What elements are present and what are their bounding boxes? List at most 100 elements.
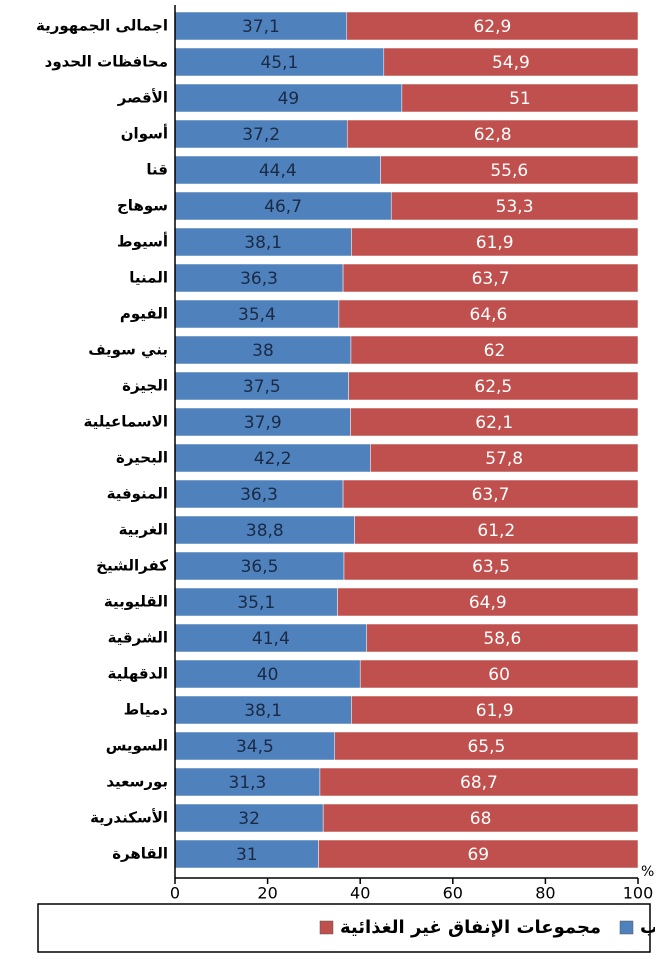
bar-segment xyxy=(343,551,639,581)
bar-segment xyxy=(380,155,639,185)
category-label: البحيرة xyxy=(116,449,168,467)
category-label: الغربية xyxy=(119,521,168,539)
value-label: 63,7 xyxy=(472,269,510,289)
bar-segment xyxy=(401,83,639,113)
value-label: 64,6 xyxy=(470,305,508,325)
bar-segment xyxy=(354,515,639,545)
bar-segment xyxy=(174,155,381,185)
category-label: بني سويف xyxy=(88,341,168,359)
value-label: 32 xyxy=(238,809,260,829)
value-label: 42,2 xyxy=(254,449,292,469)
bar-segment xyxy=(174,659,361,689)
value-label: 35,4 xyxy=(238,305,276,325)
x-tick-label: 100 xyxy=(623,884,654,903)
bar-segment xyxy=(174,11,348,41)
value-label: 36,3 xyxy=(240,269,278,289)
bar-segment xyxy=(383,47,639,77)
value-label: 60 xyxy=(488,665,510,685)
x-tick-label: 20 xyxy=(257,884,277,903)
category-label: المنوفية xyxy=(107,485,168,503)
value-label: 64,9 xyxy=(469,593,507,613)
bar-segment xyxy=(174,191,392,221)
category-label: أسوان xyxy=(121,124,168,143)
value-label: 35,1 xyxy=(237,593,275,613)
category-label: الأقصر xyxy=(117,89,168,107)
bar-segment xyxy=(318,839,639,869)
value-label: 63,7 xyxy=(472,485,510,505)
bar-segment xyxy=(174,587,338,617)
value-label: 37,9 xyxy=(244,413,282,433)
value-label: 62 xyxy=(484,341,506,361)
value-label: 68,7 xyxy=(460,773,498,793)
bar-segment xyxy=(174,839,319,869)
category-label: بورسعيد xyxy=(106,773,168,791)
value-label: 51 xyxy=(509,89,531,109)
category-label: محافظات الحدود xyxy=(45,53,168,71)
x-tick-label: 60 xyxy=(443,884,463,903)
category-label: القليوبية xyxy=(104,593,168,611)
bar-segment xyxy=(174,335,352,365)
legend-box xyxy=(37,903,651,953)
bar-segment xyxy=(174,695,352,725)
value-label: 34,5 xyxy=(236,737,274,757)
value-label: 38,8 xyxy=(246,521,284,541)
value-label: 38 xyxy=(252,341,274,361)
value-label: 62,1 xyxy=(475,413,513,433)
value-label: 37,5 xyxy=(243,377,281,397)
category-label: القاهرة xyxy=(112,845,168,863)
x-tick-label: 80 xyxy=(535,884,555,903)
category-label: الاسماعيلية xyxy=(84,413,168,431)
legend-swatch xyxy=(319,920,334,935)
bar-segment xyxy=(390,191,639,221)
value-label: 57,8 xyxy=(485,449,523,469)
value-label: 62,8 xyxy=(474,125,512,145)
value-label: 31,3 xyxy=(229,773,267,793)
value-label: 46,7 xyxy=(264,197,302,217)
category-label: الشرقية xyxy=(108,629,168,647)
bar-segment xyxy=(174,371,349,401)
bar-segment xyxy=(348,371,639,401)
value-label: 37,2 xyxy=(242,125,280,145)
x-axis-label: % xyxy=(641,864,654,880)
bar-segment xyxy=(359,659,639,689)
bar-segment xyxy=(346,11,639,41)
category-label: دمياط xyxy=(124,701,169,719)
bar-segment xyxy=(322,803,639,833)
value-label: 61,2 xyxy=(477,521,515,541)
bar-segment xyxy=(342,263,639,293)
value-label: 36,3 xyxy=(240,485,278,505)
value-label: 61,9 xyxy=(476,701,514,721)
value-label: 45,1 xyxy=(260,53,298,73)
category-label: قنا xyxy=(146,161,168,179)
value-label: 65,5 xyxy=(467,737,505,757)
category-label: الجيزة xyxy=(122,377,168,395)
value-label: 49 xyxy=(278,89,300,109)
category-label: سوهاج xyxy=(117,197,168,215)
x-tick-label: 40 xyxy=(350,884,370,903)
bar-segment xyxy=(346,119,639,149)
value-label: 31 xyxy=(236,845,258,865)
bar-segment xyxy=(174,623,367,653)
bar-segment xyxy=(350,407,639,437)
value-label: 37,1 xyxy=(242,17,280,37)
category-label: الدقهلية xyxy=(107,665,168,683)
value-label: 58,6 xyxy=(483,629,521,649)
bar-segment xyxy=(337,587,639,617)
bar-segment xyxy=(174,803,324,833)
bar-segment xyxy=(174,227,352,257)
value-label: 41,4 xyxy=(252,629,290,649)
value-label: 54,9 xyxy=(492,53,530,73)
category-label: الفيوم xyxy=(120,305,168,323)
bar-segment xyxy=(174,83,403,113)
bar-segment xyxy=(319,767,639,797)
value-label: 40 xyxy=(257,665,279,685)
value-label: 36,5 xyxy=(241,557,279,577)
value-label: 38,1 xyxy=(244,701,282,721)
bar-segment xyxy=(342,479,639,509)
value-label: 38,1 xyxy=(244,233,282,253)
value-label: 63,5 xyxy=(472,557,510,577)
category-label: أسيوط xyxy=(117,232,168,251)
category-label: كفرالشيخ xyxy=(96,557,168,575)
value-label: 61,9 xyxy=(476,233,514,253)
